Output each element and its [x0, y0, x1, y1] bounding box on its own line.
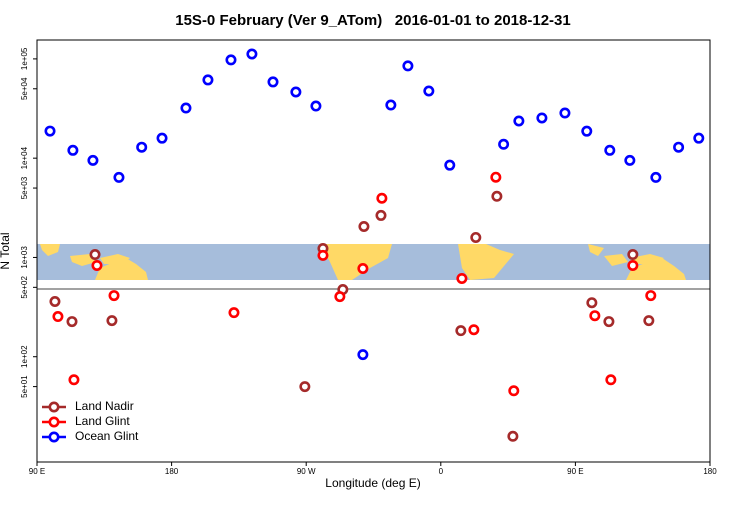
point	[136, 141, 148, 153]
point	[290, 86, 302, 98]
map-strip	[37, 244, 710, 280]
point	[559, 107, 571, 119]
y-tick-label: 5e+02	[20, 276, 29, 299]
point	[246, 48, 258, 60]
point	[228, 307, 240, 319]
plot-frame	[36, 39, 711, 463]
point	[385, 99, 397, 111]
x-tick-label: 180	[703, 467, 717, 476]
point	[508, 385, 520, 397]
point	[67, 144, 79, 156]
point	[643, 315, 655, 327]
point	[513, 115, 525, 127]
point	[358, 220, 370, 232]
y-tick-label: 1e+03	[20, 246, 29, 269]
point	[536, 112, 548, 124]
y-tick-label: 1e+05	[20, 47, 29, 70]
x-tick-label: 90 W	[297, 467, 316, 476]
point	[627, 259, 639, 271]
point	[455, 325, 467, 337]
point	[693, 132, 705, 144]
point	[44, 125, 56, 137]
point	[624, 154, 636, 166]
point	[357, 262, 369, 274]
point	[89, 249, 101, 261]
chart-title: 15S-0 February (Ver 9_ATom) 2016-01-01 t…	[175, 12, 570, 29]
point	[267, 76, 279, 88]
point	[402, 60, 414, 72]
point	[310, 100, 322, 112]
point	[87, 154, 99, 166]
x-tick-label: 90 E	[29, 467, 45, 476]
point	[605, 374, 617, 386]
point	[581, 125, 593, 137]
point	[498, 138, 510, 150]
point	[491, 190, 503, 202]
y-tick-label: 5e+04	[20, 77, 29, 100]
point	[423, 85, 435, 97]
y-axis-label: N Total	[0, 232, 12, 269]
point	[299, 381, 311, 393]
legend-marker	[48, 401, 60, 413]
point	[604, 144, 616, 156]
point	[317, 249, 329, 261]
x-tick-label: 0	[439, 467, 444, 476]
point	[490, 171, 502, 183]
point	[334, 291, 346, 303]
legend-marker	[48, 416, 60, 428]
legend-label: Ocean Glint	[75, 429, 139, 443]
point	[113, 171, 125, 183]
legend-label: Land Glint	[75, 414, 130, 428]
point	[589, 310, 601, 322]
legend-marker	[48, 431, 60, 443]
point	[156, 132, 168, 144]
point	[507, 430, 519, 442]
point	[49, 295, 61, 307]
point	[106, 315, 118, 327]
point	[68, 374, 80, 386]
point	[627, 249, 639, 261]
point	[357, 349, 369, 361]
point	[603, 316, 615, 328]
y-tick-label: 1e+04	[20, 146, 29, 169]
point	[66, 316, 78, 328]
point	[52, 311, 64, 323]
legend-label: Land Nadir	[75, 399, 134, 413]
point	[586, 297, 598, 309]
point	[645, 290, 657, 302]
x-axis-label: Longitude (deg E)	[325, 476, 420, 490]
point	[456, 272, 468, 284]
point	[468, 324, 480, 336]
point	[180, 102, 192, 114]
point	[650, 171, 662, 183]
point	[470, 231, 482, 243]
point	[673, 141, 685, 153]
y-tick-label: 5e+03	[20, 176, 29, 199]
point	[225, 54, 237, 66]
point	[375, 209, 387, 221]
point	[444, 159, 456, 171]
x-tick-label: 90 E	[567, 467, 583, 476]
x-tick-label: 180	[165, 467, 179, 476]
y-tick-label: 5e+01	[20, 375, 29, 398]
y-tick-label: 1e+02	[20, 345, 29, 368]
point	[108, 290, 120, 302]
point	[91, 259, 103, 271]
point	[202, 74, 214, 86]
point	[376, 192, 388, 204]
